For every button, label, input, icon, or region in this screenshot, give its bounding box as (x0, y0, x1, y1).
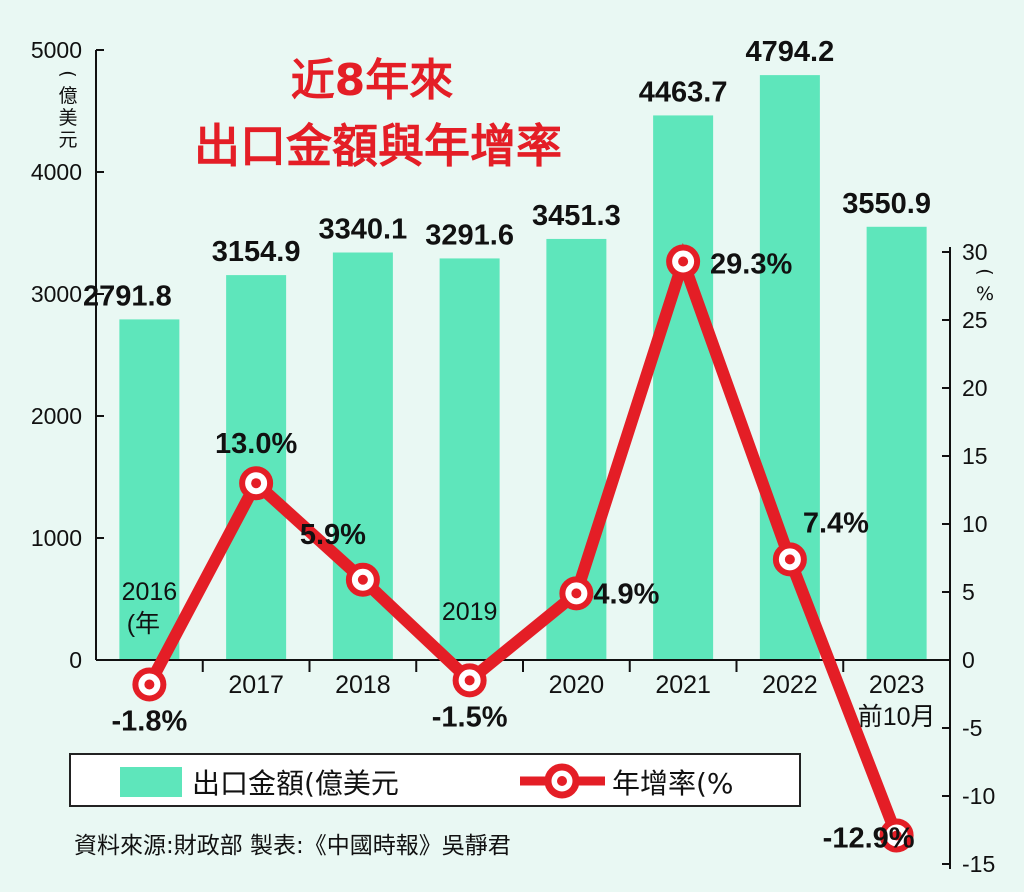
x-category-sublabel: 前10月 (858, 703, 936, 731)
right-tick-label: 0 (962, 647, 975, 673)
growth-value-label: -12.9% (823, 822, 915, 854)
bar-value-label: 4794.2 (746, 36, 835, 68)
left-axis-unit-char: 億 (58, 85, 77, 107)
legend-label-bar: 出口金額(億美元 (192, 767, 399, 800)
legend-swatch-bar (120, 767, 182, 797)
source-note: 資料來源:財政部 製表:《中國時報》吳靜君 (74, 833, 511, 859)
right-tick-label: -10 (962, 783, 995, 809)
right-tick-label: 10 (962, 511, 988, 537)
growth-value-label: 29.3% (710, 249, 792, 281)
x-category-label: 2023 (869, 671, 925, 699)
growth-marker-dot (464, 675, 475, 686)
growth-value-label: 13.0% (215, 428, 297, 460)
left-tick-label: 2000 (31, 403, 82, 429)
growth-marker-dot (251, 478, 262, 489)
left-axis-unit-char: ( (57, 70, 79, 77)
x-category-label: 2017 (228, 671, 284, 699)
bar-2019 (439, 258, 500, 660)
growth-value-label: -1.8% (111, 705, 187, 737)
right-tick-label: -15 (962, 851, 995, 877)
growth-marker-dot (571, 588, 582, 599)
left-axis-unit-char: 元 (58, 129, 77, 151)
growth-value-label: 7.4% (803, 507, 869, 539)
bar-value-label: 3154.9 (212, 236, 301, 268)
growth-value-label: 5.9% (300, 519, 366, 551)
bar-value-label: 3550.9 (842, 188, 931, 220)
right-tick-label: 5 (962, 579, 975, 605)
right-tick-label: 30 (962, 239, 988, 265)
growth-marker-dot (144, 679, 155, 690)
right-tick-label: 20 (962, 375, 988, 401)
growth-value-label: 4.9% (593, 578, 659, 610)
bar-value-label: 4463.7 (639, 76, 728, 108)
chart-title-line1: 近8年來 (291, 55, 454, 106)
bar-2023 (866, 226, 927, 660)
bar-value-label: 2791.8 (83, 280, 172, 312)
right-tick-label: -5 (962, 715, 982, 741)
x-category-label: 2018 (335, 671, 391, 699)
legend-box (69, 753, 801, 807)
right-axis-unit-char: % (976, 283, 994, 305)
growth-value-label: -1.5% (432, 701, 508, 733)
left-tick-label: 3000 (31, 281, 82, 307)
growth-marker-dot (891, 830, 902, 841)
bar-2021 (653, 115, 714, 661)
left-tick-label: 1000 (31, 525, 82, 551)
left-axis-unit-char: 美 (58, 107, 77, 129)
bar-value-label: 3451.3 (532, 200, 621, 232)
legend-swatch-dot (557, 776, 567, 786)
chart-title-line2: 出口金額與年增率 (194, 119, 562, 173)
left-tick-label: 0 (69, 647, 82, 673)
x-category-label: 2022 (762, 671, 818, 699)
x-category-label: 2021 (655, 671, 711, 699)
growth-marker-dot (678, 256, 689, 267)
growth-marker-dot (357, 574, 368, 585)
x-category-label: 2020 (549, 671, 605, 699)
x-category-label: 2016 (122, 578, 178, 606)
bar-value-label: 3340.1 (319, 214, 408, 246)
legend: 出口金額(億美元 年增率(% (69, 753, 801, 807)
growth-line (144, 242, 903, 838)
right-tick-label: 25 (962, 307, 988, 333)
left-tick-label: 5000 (31, 37, 82, 63)
x-category-label: 2019 (442, 598, 498, 626)
left-tick-label: 4000 (31, 159, 82, 185)
bar-2016 (119, 319, 180, 660)
bar-value-label: 3291.6 (425, 219, 514, 251)
right-axis-unit-char: ( (974, 268, 996, 275)
right-tick-label: 15 (962, 443, 988, 469)
x-category-sublabel: (年 (127, 610, 160, 638)
legend-label-line: 年增率(% (612, 767, 734, 800)
growth-marker-dot (784, 554, 795, 565)
left-axis-unit: ( 億美元 (57, 70, 79, 151)
right-axis-unit: (% (974, 268, 996, 305)
